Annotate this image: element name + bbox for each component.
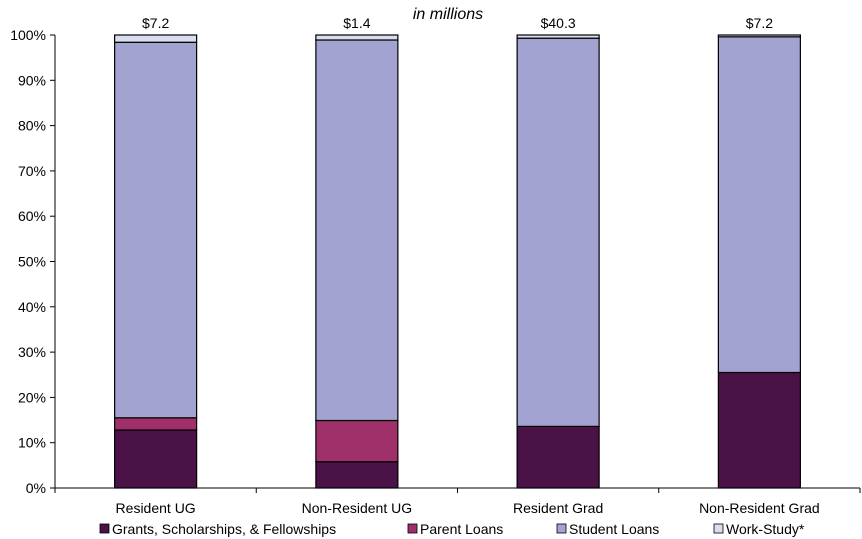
legend-label: Parent Loans <box>420 521 503 537</box>
legend-label: Grants, Scholarships, & Fellowships <box>112 521 336 537</box>
y-tick-label: 90% <box>18 72 46 88</box>
y-tick-label: 70% <box>18 163 46 179</box>
legend-swatch <box>99 523 110 534</box>
bar-segment <box>114 34 198 43</box>
bar-segment <box>114 417 198 431</box>
bar-segment <box>114 41 198 419</box>
y-tick-label: 10% <box>18 435 46 451</box>
bar-segment <box>717 371 801 489</box>
bar-segment <box>315 419 399 463</box>
legend-label: Student Loans <box>569 521 659 537</box>
chart-subtitle: in millions <box>413 6 483 23</box>
bar-segment <box>516 34 600 39</box>
y-tick-label: 100% <box>10 27 46 43</box>
y-tick-label: 30% <box>18 344 46 360</box>
x-tick-label: Resident Grad <box>513 500 603 516</box>
bar-total-label: $7.2 <box>746 15 773 31</box>
bar-segment <box>516 37 600 427</box>
y-tick-label: 20% <box>18 389 46 405</box>
y-tick-label: 80% <box>18 118 46 134</box>
legend: Grants, Scholarships, & Fellowships Paren… <box>99 521 805 537</box>
axes-layer: 0% 10% 20% 30% 40% 50% 60% 70% 80% 90% 100% <box>10 27 861 496</box>
x-tick-label: Resident UG <box>116 500 196 516</box>
bar-segment <box>717 36 801 374</box>
bar-segment <box>114 429 198 489</box>
bar-segment <box>717 34 801 38</box>
bar-segment <box>516 425 600 489</box>
bar-segment <box>315 39 399 422</box>
x-tick-label: Non-Resident Grad <box>699 500 820 516</box>
bar-total-label: $7.2 <box>142 15 169 31</box>
bars-layer <box>114 34 801 489</box>
y-tick-label: 50% <box>18 254 46 270</box>
y-tick-label: 60% <box>18 208 46 224</box>
legend-swatch <box>556 523 567 534</box>
y-tick-label: 0% <box>26 480 46 496</box>
bar-segment <box>315 34 399 41</box>
legend-label: Work-Study* <box>726 521 805 537</box>
y-tick-label: 40% <box>18 299 46 315</box>
labels-layer: $7.2 Resident UG $1.4 Non-Resident UG $40.3 R… <box>116 15 820 516</box>
legend-swatch <box>713 523 724 534</box>
x-tick-label: Non-Resident UG <box>302 500 413 516</box>
bar-total-label: $1.4 <box>343 15 370 31</box>
bar-segment <box>315 461 399 489</box>
legend-swatch <box>407 523 418 534</box>
bar-total-label: $40.3 <box>541 15 576 31</box>
